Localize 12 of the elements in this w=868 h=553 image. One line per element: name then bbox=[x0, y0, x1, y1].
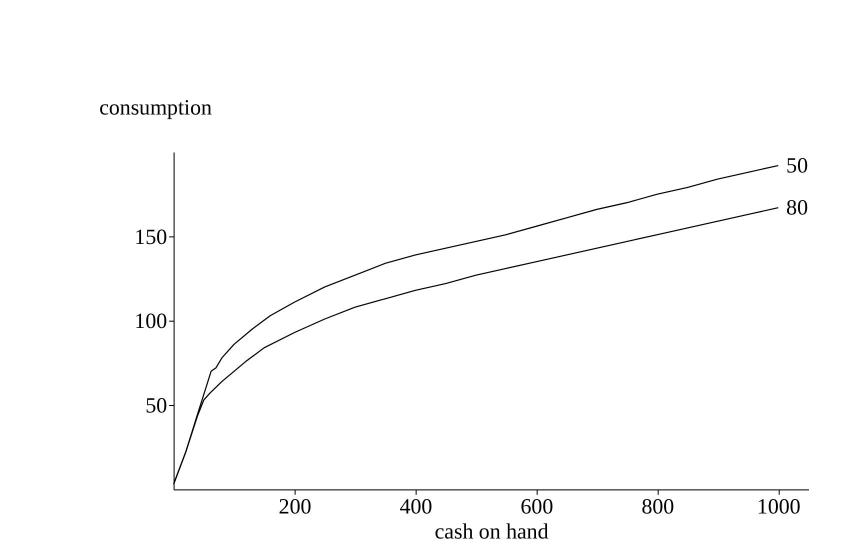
x-axis-title: cash on hand bbox=[434, 519, 549, 544]
x-tick-label: 1000 bbox=[756, 494, 801, 519]
series-label: 50 bbox=[786, 153, 808, 178]
x-tick-label: 600 bbox=[520, 494, 554, 519]
y-axis-title: consumption bbox=[99, 95, 212, 120]
series-label: 80 bbox=[786, 196, 808, 220]
x-tick-label: 400 bbox=[400, 494, 432, 519]
y-tick-label: 50 bbox=[145, 393, 168, 418]
x-tick-label: 200 bbox=[278, 494, 312, 519]
y-tick-label: 150 bbox=[134, 224, 168, 249]
y-tick-label: 100 bbox=[134, 309, 168, 334]
x-tick-label: 800 bbox=[641, 494, 674, 519]
